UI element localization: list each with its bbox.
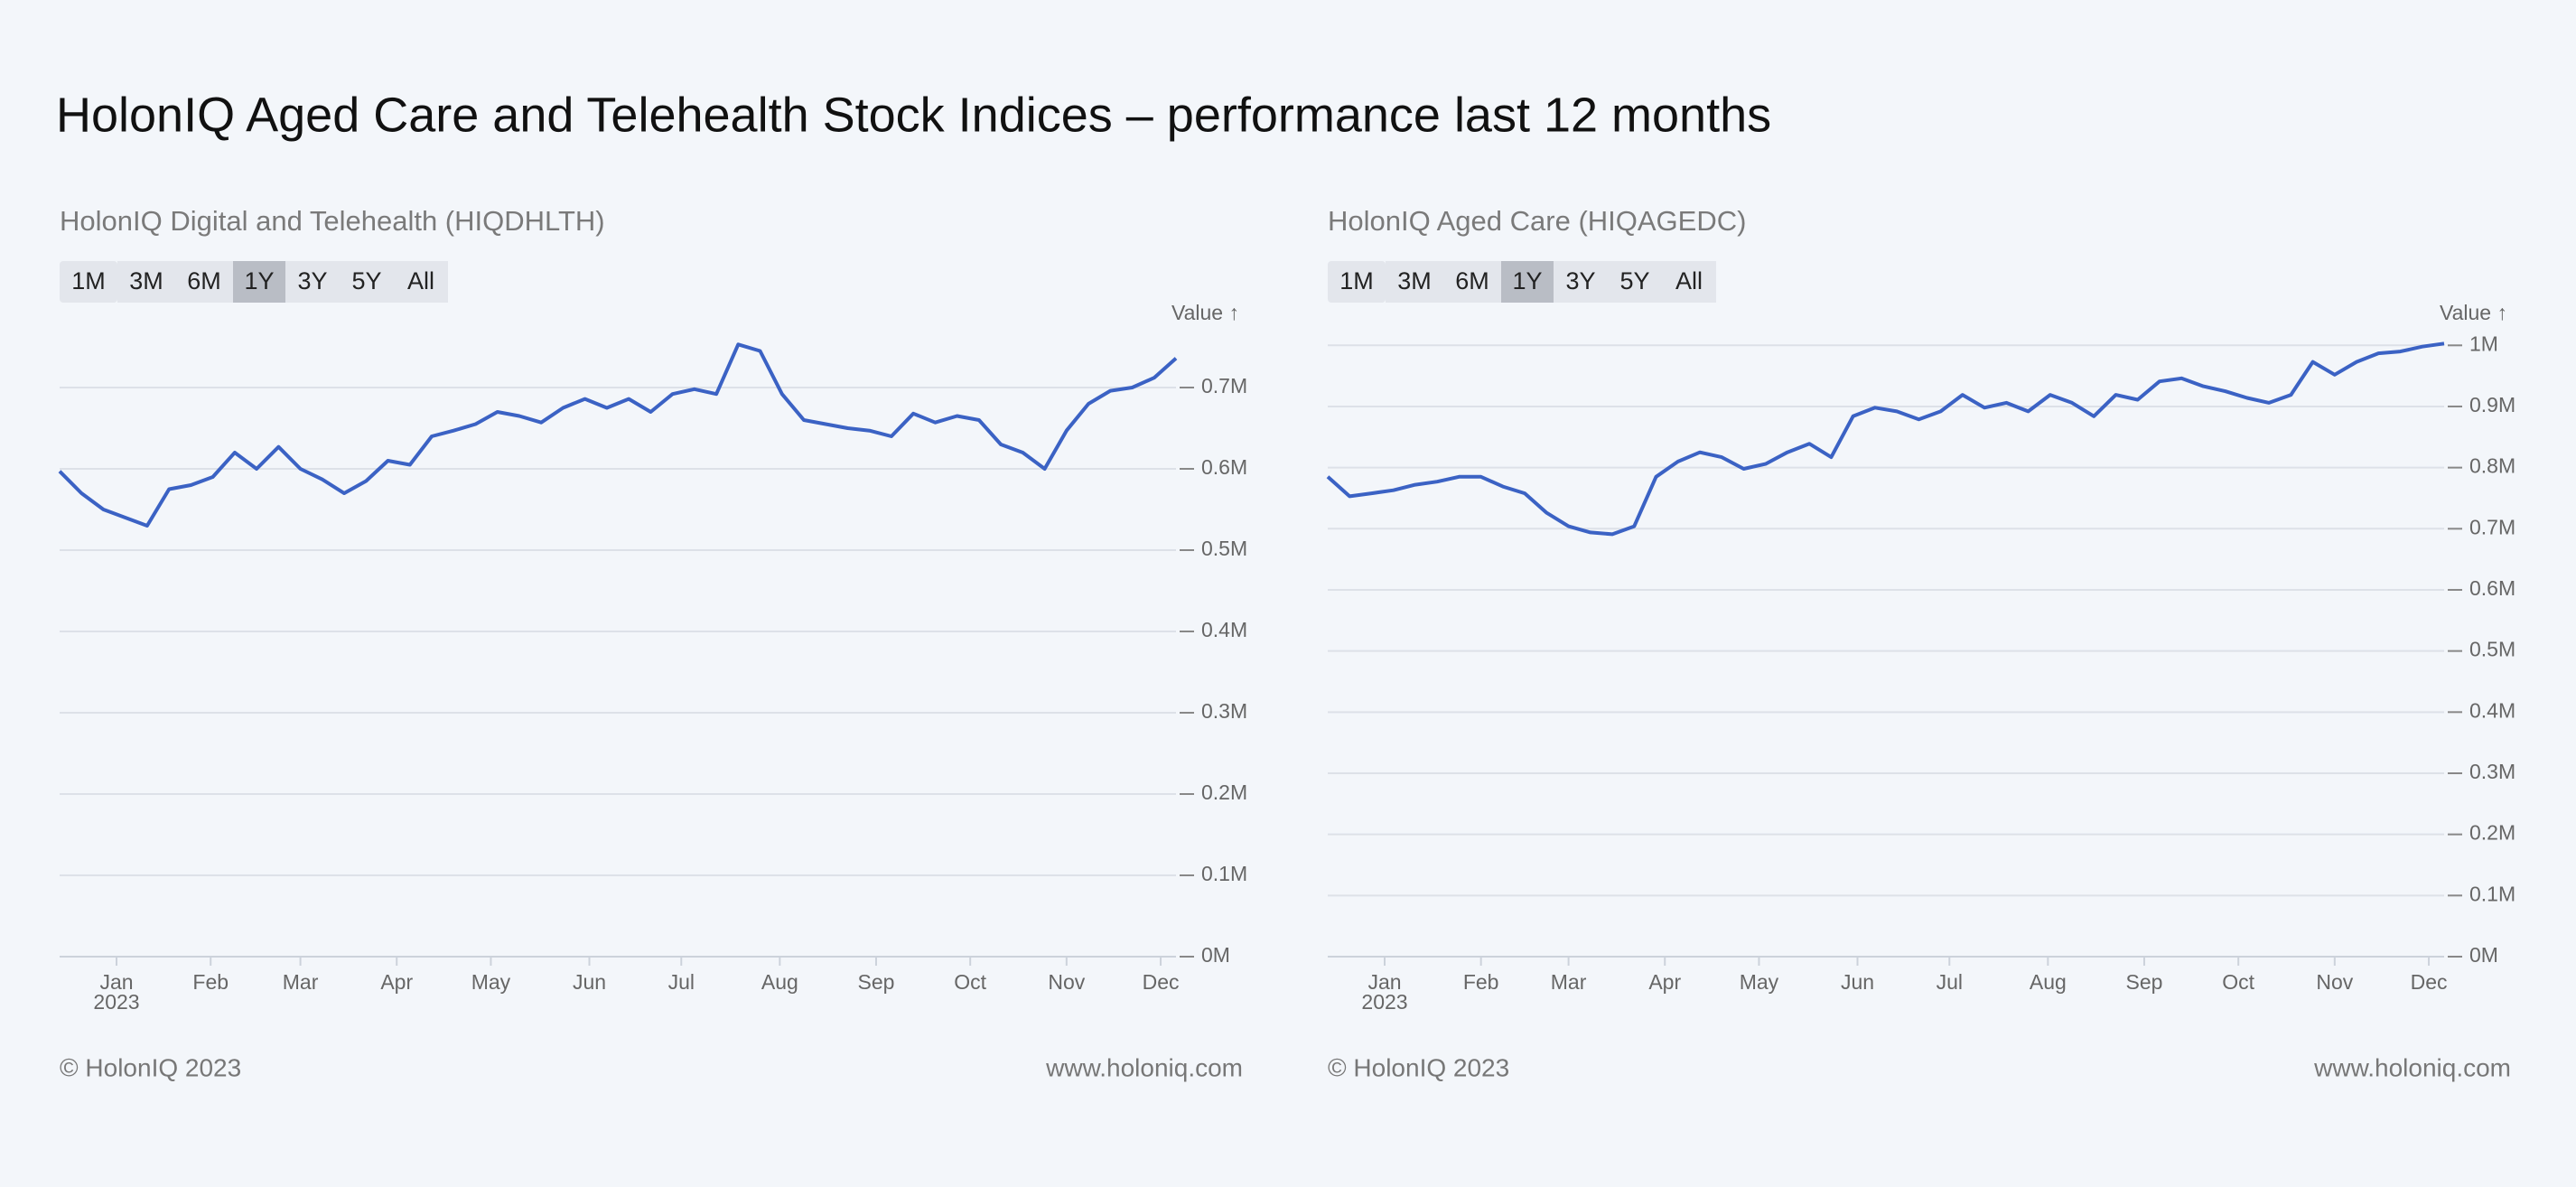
range-button-label[interactable]: 1M	[1339, 267, 1374, 294]
chart-title: HolonIQ Aged Care (HIQAGEDC)	[1328, 205, 1746, 237]
y-tick-label: 0.6M	[2469, 576, 2515, 600]
range-button[interactable]	[1501, 261, 1554, 303]
chart-title: HolonIQ Digital and Telehealth (HIQDHLTH…	[60, 205, 605, 237]
y-tick-label: 0.5M	[2469, 638, 2515, 661]
y-tick-label: 0.7M	[2469, 515, 2515, 538]
footer-link[interactable]: www.holoniq.com	[1045, 1053, 1243, 1081]
y-tick-label: 0.4M	[1201, 618, 1247, 641]
x-tick-label: Feb	[192, 970, 229, 994]
x-tick-label: Dec	[2411, 970, 2448, 994]
y-tick-label: 0.2M	[2469, 821, 2515, 845]
range-button[interactable]	[394, 261, 448, 303]
x-tick-label: Sep	[858, 970, 895, 994]
y-tick-label: 0.7M	[1201, 374, 1247, 397]
range-button-label[interactable]: 3Y	[297, 267, 327, 294]
x-tick-label: Feb	[1463, 970, 1499, 994]
x-tick-label: Jun	[1841, 970, 1874, 994]
x-tick-label: Nov	[1048, 970, 1085, 994]
range-button[interactable]	[175, 261, 233, 303]
x-year-label: 2023	[1361, 990, 1407, 1014]
range-button[interactable]	[1554, 261, 1608, 303]
range-button-label[interactable]: 6M	[187, 267, 221, 294]
x-tick-label: Oct	[954, 970, 986, 994]
range-button-label[interactable]: 5Y	[1619, 267, 1649, 294]
price-line	[1326, 341, 2445, 537]
y-tick-label: 0.6M	[1201, 455, 1247, 479]
x-tick-label: Nov	[2316, 970, 2353, 994]
chart-panel: HolonIQ Digital and Telehealth (HIQDHLTH…	[58, 205, 1247, 1081]
y-tick-label: 0M	[1201, 943, 1230, 967]
y-tick-label: 0.2M	[1201, 780, 1247, 804]
range-button[interactable]	[285, 261, 340, 303]
range-button[interactable]	[117, 261, 175, 303]
page-title: HolonIQ Aged Care and Telehealth Stock I…	[56, 88, 1771, 142]
range-button-label[interactable]: 1M	[71, 267, 106, 294]
x-year-label: 2023	[93, 990, 139, 1014]
range-button-label[interactable]: 3M	[129, 267, 163, 294]
x-tick-label: Aug	[761, 970, 798, 994]
range-button-label[interactable]: 1Y	[1512, 267, 1542, 294]
x-tick-label: May	[1740, 970, 1779, 994]
x-tick-label: Jan	[1367, 970, 1401, 994]
y-axis-label: Value ↑	[2440, 301, 2507, 324]
footer-link[interactable]: www.holoniq.com	[2313, 1053, 2511, 1081]
range-button[interactable]	[340, 261, 394, 303]
x-tick-label: Jul	[668, 970, 695, 994]
x-tick-label: Apr	[1648, 970, 1681, 994]
x-tick-label: Jul	[1937, 970, 1963, 994]
range-button-label[interactable]: All	[407, 267, 434, 294]
y-tick-label: 0M	[2469, 943, 2498, 967]
y-tick-label: 0.1M	[1201, 862, 1247, 885]
y-tick-label: 0.4M	[2469, 698, 2515, 722]
range-button-label[interactable]: 3M	[1397, 267, 1432, 294]
range-button-label[interactable]: 5Y	[351, 267, 381, 294]
range-button[interactable]	[1328, 261, 1386, 303]
range-button[interactable]	[1386, 261, 1443, 303]
x-tick-label: Aug	[2030, 970, 2067, 994]
x-tick-label: Apr	[380, 970, 413, 994]
y-tick-label: 0.3M	[1201, 699, 1247, 723]
x-tick-label: Dec	[1143, 970, 1180, 994]
x-tick-label: May	[471, 970, 511, 994]
footer-copyright: © HolonIQ 2023	[1328, 1053, 1509, 1081]
range-button[interactable]	[60, 261, 117, 303]
range-button[interactable]	[233, 261, 285, 303]
range-button-label[interactable]: 6M	[1455, 267, 1489, 294]
chart-panel: HolonIQ Aged Care (HIQAGEDC) 1M 3M 6M 1Y 3Y 5Y…	[1326, 205, 2515, 1081]
range-button-label[interactable]: 1Y	[244, 267, 274, 294]
footer-copyright: © HolonIQ 2023	[60, 1053, 241, 1081]
range-button[interactable]	[1662, 261, 1716, 303]
y-tick-label: 0.3M	[2469, 760, 2515, 783]
x-tick-label: Sep	[2126, 970, 2163, 994]
y-tick-label: 0.1M	[2469, 882, 2515, 905]
range-button[interactable]	[1443, 261, 1501, 303]
x-tick-label: Jun	[573, 970, 606, 994]
x-tick-label: Mar	[1551, 970, 1587, 994]
x-tick-label: Jan	[99, 970, 133, 994]
y-tick-label: 0.9M	[2469, 393, 2515, 416]
y-tick-label: 0.8M	[2469, 454, 2515, 478]
x-tick-label: Mar	[283, 970, 319, 994]
x-tick-label: Oct	[2222, 970, 2254, 994]
range-button-label[interactable]: 3Y	[1565, 267, 1595, 294]
price-line	[58, 342, 1178, 528]
range-button[interactable]	[1608, 261, 1662, 303]
y-axis-label: Value ↑	[1171, 301, 1239, 324]
y-tick-label: 0.5M	[1201, 537, 1247, 560]
range-button-label[interactable]: All	[1675, 267, 1703, 294]
y-tick-label: 1M	[2469, 332, 2498, 355]
